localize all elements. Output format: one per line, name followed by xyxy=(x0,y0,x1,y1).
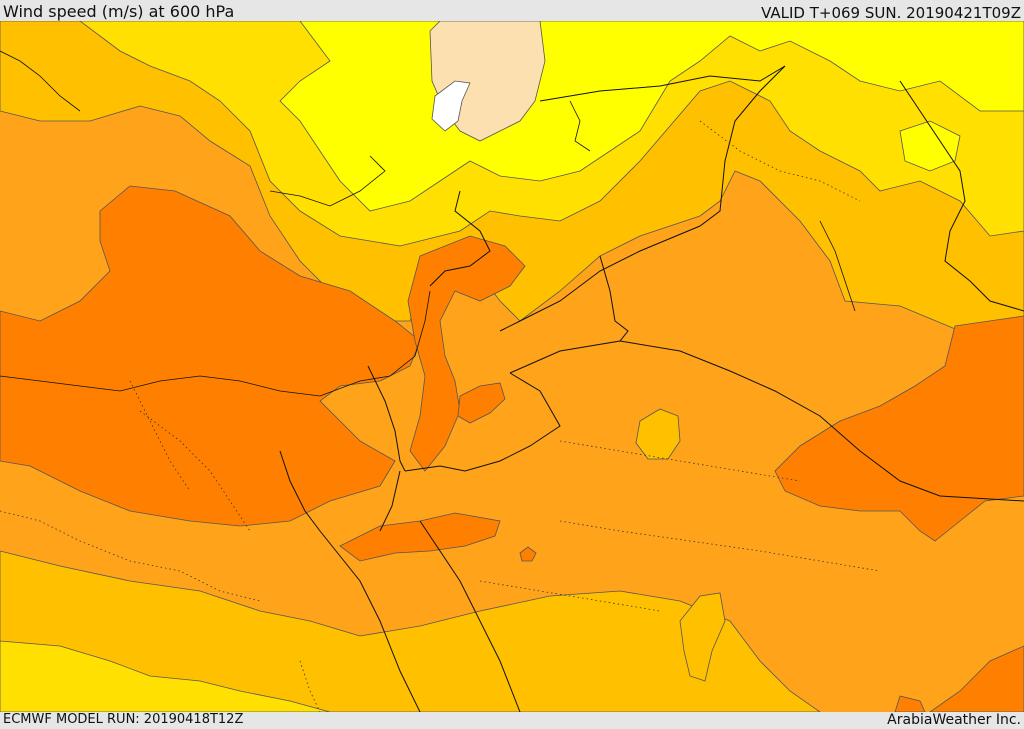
valid-time: VALID T+069 SUN. 20190421T09Z xyxy=(761,4,1021,22)
field-dark-orange-east xyxy=(774,315,1024,542)
weather-map[interactable] xyxy=(0,21,1024,712)
model-run: ECMWF MODEL RUN: 20190418T12Z xyxy=(3,712,244,727)
field-light-orange-strip xyxy=(679,592,726,682)
field-light-orange-south xyxy=(0,550,821,712)
field-light-orange-blob xyxy=(635,408,681,460)
coastlines xyxy=(0,50,856,397)
field-dark-orange-blob-1 xyxy=(457,382,506,424)
field-dark-orange-blob-2 xyxy=(519,546,537,562)
field-dark-orange-redsea xyxy=(339,512,501,562)
title-bar: Wind speed (m/s) at 600 hPa VALID T+069 … xyxy=(0,0,1024,22)
field-dark-orange-se-2 xyxy=(894,695,926,712)
chart-title: Wind speed (m/s) at 600 hPa xyxy=(3,2,235,21)
field-dark-orange-se xyxy=(929,645,1024,712)
internal-boundaries xyxy=(0,120,881,712)
credit-label: ArabiaWeather Inc. xyxy=(887,712,1021,728)
political-borders xyxy=(279,65,1024,712)
footer-bar: ECMWF MODEL RUN: 20190418T12Z ArabiaWeat… xyxy=(0,712,1024,729)
field-yellow-ne xyxy=(899,120,961,172)
field-dark-orange-west xyxy=(0,185,421,527)
field-dark-orange-levant xyxy=(407,235,526,472)
field-gold-south xyxy=(0,640,331,712)
field-white-core xyxy=(431,80,471,132)
